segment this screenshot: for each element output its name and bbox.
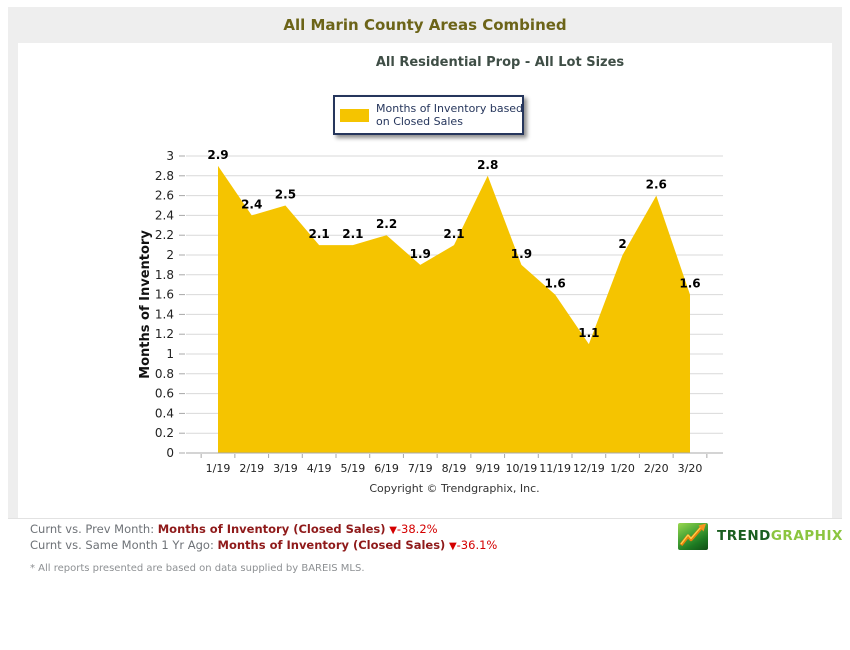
stat-prefix: Curnt vs. Prev Month: bbox=[30, 522, 158, 536]
svg-text:0.6: 0.6 bbox=[155, 387, 174, 401]
svg-text:2.4: 2.4 bbox=[155, 208, 174, 222]
svg-text:11/19: 11/19 bbox=[539, 462, 571, 475]
report-container: All Marin County Areas Combined All Resi… bbox=[8, 7, 842, 519]
svg-text:2.8: 2.8 bbox=[155, 169, 174, 183]
logo-text-graphix: GRAPHIX bbox=[770, 528, 843, 544]
disclaimer-text: * All reports presented are based on dat… bbox=[30, 563, 365, 574]
svg-text:5/19: 5/19 bbox=[341, 462, 366, 475]
svg-text:2: 2 bbox=[166, 248, 174, 262]
svg-text:2.2: 2.2 bbox=[155, 228, 174, 242]
svg-text:2.5: 2.5 bbox=[275, 188, 296, 202]
svg-text:9/19: 9/19 bbox=[475, 462, 500, 475]
svg-text:1/19: 1/19 bbox=[206, 462, 231, 475]
legend-label: Months of Inventory based on Closed Sale… bbox=[376, 102, 523, 128]
down-triangle-icon: ▼ bbox=[389, 525, 397, 536]
svg-text:8/19: 8/19 bbox=[442, 462, 467, 475]
svg-text:6/19: 6/19 bbox=[374, 462, 399, 475]
svg-text:0.4: 0.4 bbox=[155, 406, 174, 420]
legend-label-line2: on Closed Sales bbox=[376, 115, 463, 128]
legend-label-line1: Months of Inventory based bbox=[376, 102, 524, 115]
svg-text:1.6: 1.6 bbox=[545, 277, 566, 291]
stat-row-prev-month: Curnt vs. Prev Month: Months of Inventor… bbox=[30, 522, 497, 538]
svg-text:Months of Inventory: Months of Inventory bbox=[138, 230, 153, 379]
svg-text:7/19: 7/19 bbox=[408, 462, 433, 475]
svg-text:1.4: 1.4 bbox=[155, 307, 174, 321]
stat-metric: Months of Inventory (Closed Sales) bbox=[217, 538, 446, 552]
svg-text:2.2: 2.2 bbox=[376, 217, 397, 231]
stat-prefix: Curnt vs. Same Month 1 Yr Ago: bbox=[30, 538, 218, 552]
footer-stats: Curnt vs. Prev Month: Months of Inventor… bbox=[30, 522, 497, 554]
svg-text:1.9: 1.9 bbox=[511, 247, 532, 261]
svg-text:3: 3 bbox=[166, 149, 174, 163]
svg-text:1.2: 1.2 bbox=[155, 327, 174, 341]
svg-text:3/19: 3/19 bbox=[273, 462, 298, 475]
svg-text:1/20: 1/20 bbox=[610, 462, 635, 475]
page-title: All Marin County Areas Combined bbox=[283, 16, 567, 34]
svg-text:12/19: 12/19 bbox=[573, 462, 605, 475]
svg-text:2.4: 2.4 bbox=[241, 197, 262, 211]
svg-text:2.1: 2.1 bbox=[443, 227, 464, 241]
chart-subtitle: All Residential Prop - All Lot Sizes bbox=[375, 55, 625, 70]
svg-text:2/19: 2/19 bbox=[239, 462, 264, 475]
svg-text:2: 2 bbox=[618, 237, 626, 251]
svg-text:1.8: 1.8 bbox=[155, 268, 174, 282]
svg-text:0.2: 0.2 bbox=[155, 426, 174, 440]
legend-color-swatch bbox=[340, 108, 369, 122]
stat-change: -38.2% bbox=[396, 522, 438, 536]
svg-text:2.9: 2.9 bbox=[207, 148, 228, 162]
svg-text:2.8: 2.8 bbox=[477, 158, 498, 172]
stat-row-year-ago: Curnt vs. Same Month 1 Yr Ago: Months of… bbox=[30, 538, 497, 554]
svg-text:1.9: 1.9 bbox=[410, 247, 431, 261]
stat-change: -36.1% bbox=[456, 538, 498, 552]
chart-svg: 0 0.2 0.4 0.6 0.8 1 1.2 1.4 1.6 1.8 2 2.2 2.4 2.6 2.8 3… bbox=[138, 148, 723, 495]
svg-text:2.1: 2.1 bbox=[309, 227, 330, 241]
svg-text:3/20: 3/20 bbox=[678, 462, 703, 475]
svg-text:2.1: 2.1 bbox=[342, 227, 363, 241]
stat-metric: Months of Inventory (Closed Sales) bbox=[157, 522, 386, 536]
svg-text:Copyright © Trendgraphix, Inc.: Copyright © Trendgraphix, Inc. bbox=[369, 482, 539, 495]
chart-panel: All Residential Prop - All Lot Sizes Mon… bbox=[18, 43, 832, 518]
trendgraphix-logo: TRENDGRAPHIX bbox=[678, 521, 843, 551]
down-triangle-icon: ▼ bbox=[448, 541, 457, 552]
svg-text:2/20: 2/20 bbox=[644, 462, 669, 475]
svg-text:10/19: 10/19 bbox=[506, 462, 538, 475]
svg-text:0.8: 0.8 bbox=[155, 367, 174, 381]
legend-box: Months of Inventory based on Closed Sale… bbox=[333, 95, 524, 135]
svg-text:0: 0 bbox=[166, 446, 174, 460]
logo-chart-icon bbox=[678, 522, 708, 550]
svg-text:2.6: 2.6 bbox=[155, 189, 174, 203]
logo-text-trend: TREND bbox=[717, 528, 771, 544]
svg-text:1.1: 1.1 bbox=[578, 326, 599, 340]
svg-text:4/19: 4/19 bbox=[307, 462, 332, 475]
svg-text:1.6: 1.6 bbox=[155, 288, 174, 302]
logo-wordmark: TRENDGRAPHIX bbox=[717, 528, 843, 544]
svg-text:2.6: 2.6 bbox=[646, 178, 667, 192]
svg-text:1.6: 1.6 bbox=[679, 277, 700, 291]
svg-text:1: 1 bbox=[166, 347, 174, 361]
